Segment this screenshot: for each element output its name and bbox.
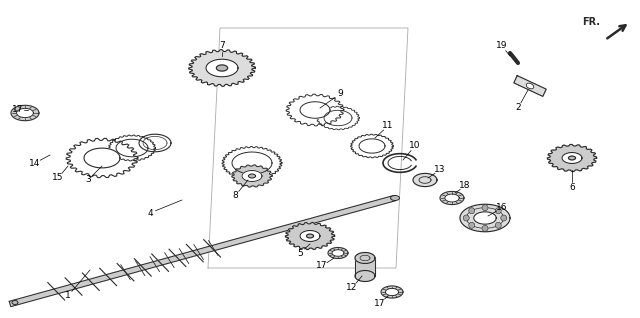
- Polygon shape: [216, 65, 228, 71]
- Text: 17: 17: [374, 299, 386, 308]
- Text: 12: 12: [346, 284, 358, 293]
- Polygon shape: [286, 94, 344, 126]
- Polygon shape: [445, 194, 460, 202]
- Circle shape: [468, 208, 475, 214]
- Circle shape: [468, 222, 475, 228]
- Polygon shape: [17, 108, 33, 118]
- Polygon shape: [562, 153, 582, 163]
- Circle shape: [482, 205, 488, 211]
- Polygon shape: [242, 170, 262, 182]
- Polygon shape: [84, 148, 120, 168]
- Polygon shape: [547, 144, 596, 171]
- Polygon shape: [9, 195, 396, 307]
- Polygon shape: [307, 234, 314, 238]
- Ellipse shape: [12, 301, 18, 305]
- Text: 17: 17: [316, 261, 328, 271]
- Polygon shape: [381, 286, 403, 298]
- Polygon shape: [317, 106, 360, 130]
- Polygon shape: [222, 147, 282, 179]
- Circle shape: [495, 222, 501, 228]
- Text: 10: 10: [409, 142, 420, 150]
- Polygon shape: [413, 173, 437, 187]
- Text: 16: 16: [496, 204, 508, 212]
- Polygon shape: [11, 105, 39, 121]
- Text: 18: 18: [460, 182, 471, 190]
- Polygon shape: [328, 247, 348, 259]
- Text: 1: 1: [65, 292, 71, 301]
- Text: 7: 7: [219, 42, 225, 51]
- Text: 3: 3: [85, 176, 91, 184]
- Polygon shape: [460, 204, 510, 232]
- Polygon shape: [248, 174, 255, 178]
- Text: 4: 4: [147, 209, 153, 218]
- Polygon shape: [474, 212, 496, 224]
- Polygon shape: [568, 156, 575, 160]
- Circle shape: [495, 208, 501, 214]
- Polygon shape: [514, 76, 546, 96]
- Text: 17: 17: [12, 106, 24, 114]
- Text: 6: 6: [569, 183, 575, 192]
- Circle shape: [463, 215, 469, 221]
- Text: 5: 5: [297, 248, 303, 258]
- Text: 13: 13: [435, 165, 445, 175]
- Polygon shape: [285, 223, 335, 250]
- Polygon shape: [385, 288, 399, 296]
- Ellipse shape: [526, 83, 534, 89]
- Text: 8: 8: [232, 191, 238, 201]
- Polygon shape: [351, 134, 394, 158]
- Text: 9: 9: [337, 89, 343, 99]
- Polygon shape: [332, 250, 344, 256]
- Polygon shape: [355, 258, 375, 276]
- Polygon shape: [300, 102, 330, 118]
- Polygon shape: [440, 191, 464, 204]
- Text: 11: 11: [382, 121, 394, 130]
- Text: 14: 14: [29, 158, 41, 168]
- Ellipse shape: [390, 196, 399, 201]
- Polygon shape: [66, 138, 138, 178]
- Text: FR.: FR.: [582, 17, 600, 27]
- Polygon shape: [300, 231, 320, 241]
- Text: 2: 2: [515, 103, 521, 113]
- Text: 15: 15: [52, 174, 64, 183]
- Polygon shape: [355, 252, 375, 264]
- Polygon shape: [232, 165, 272, 187]
- Polygon shape: [355, 271, 375, 281]
- Polygon shape: [108, 135, 156, 161]
- Circle shape: [500, 215, 507, 221]
- Polygon shape: [206, 59, 238, 77]
- Text: 19: 19: [496, 42, 508, 51]
- Polygon shape: [189, 50, 255, 86]
- Circle shape: [482, 225, 488, 231]
